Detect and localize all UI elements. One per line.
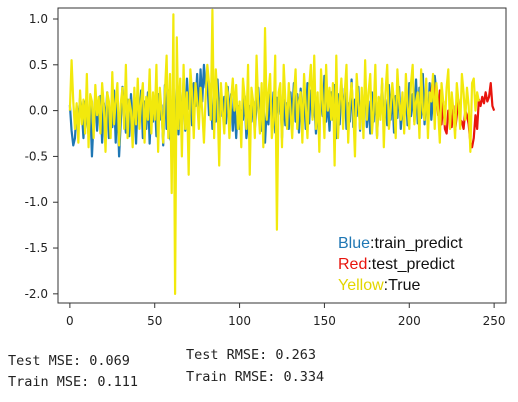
test-mse-text: Test MSE: 0.069 bbox=[8, 353, 130, 369]
y-tick-label: -0.5 bbox=[25, 149, 48, 163]
y-tick-label: 0.5 bbox=[29, 58, 48, 72]
y-tick-label: -2.0 bbox=[25, 287, 48, 301]
x-tick-label: 250 bbox=[483, 314, 506, 328]
legend-color-word: Yellow bbox=[338, 277, 384, 294]
legend-entry: Blue:train_predict bbox=[338, 235, 463, 252]
y-tick-label: -1.0 bbox=[25, 195, 48, 209]
legend-entry: Red:test_predict bbox=[338, 256, 455, 273]
line-chart: 0 50 100 150 200 250 1.0 0.5 0.0 -0.5 -1.0 -1.5 -2.0… bbox=[25, 7, 507, 328]
x-tick-label: 150 bbox=[313, 314, 336, 328]
y-tick-label: 0.0 bbox=[29, 104, 48, 118]
legend-label: :True bbox=[384, 277, 421, 294]
test-rmse-text: Test RMSE: 0.263 bbox=[186, 347, 317, 363]
legend: Blue:train_predictRed:test_predictYellow… bbox=[338, 235, 463, 294]
y-tick-label: -1.5 bbox=[25, 241, 48, 255]
x-tick-label: 0 bbox=[66, 314, 74, 328]
legend-label: :test_predict bbox=[367, 256, 455, 273]
axis-layer: 0 50 100 150 200 250 1.0 0.5 0.0 -0.5 -1.0 -1.5 -2.0 bbox=[25, 12, 506, 328]
x-tick-label: 100 bbox=[228, 314, 251, 328]
train-mse-text: Train MSE: 0.111 bbox=[8, 374, 139, 390]
legend-color-word: Red bbox=[338, 256, 367, 273]
plot-frame bbox=[57, 7, 507, 304]
x-tick-label: 200 bbox=[398, 314, 421, 328]
legend-entry: Yellow:True bbox=[338, 277, 421, 294]
series-line-1 bbox=[430, 77, 496, 149]
legend-label: :train_predict bbox=[370, 235, 463, 252]
series-line-2 bbox=[68, 8, 480, 295]
x-tick-label: 50 bbox=[147, 314, 162, 328]
train-rmse-text: Train RMSE: 0.334 bbox=[186, 369, 325, 385]
legend-color-word: Blue bbox=[338, 235, 370, 252]
series-layer bbox=[68, 8, 496, 295]
y-tick-label: 1.0 bbox=[29, 12, 48, 26]
